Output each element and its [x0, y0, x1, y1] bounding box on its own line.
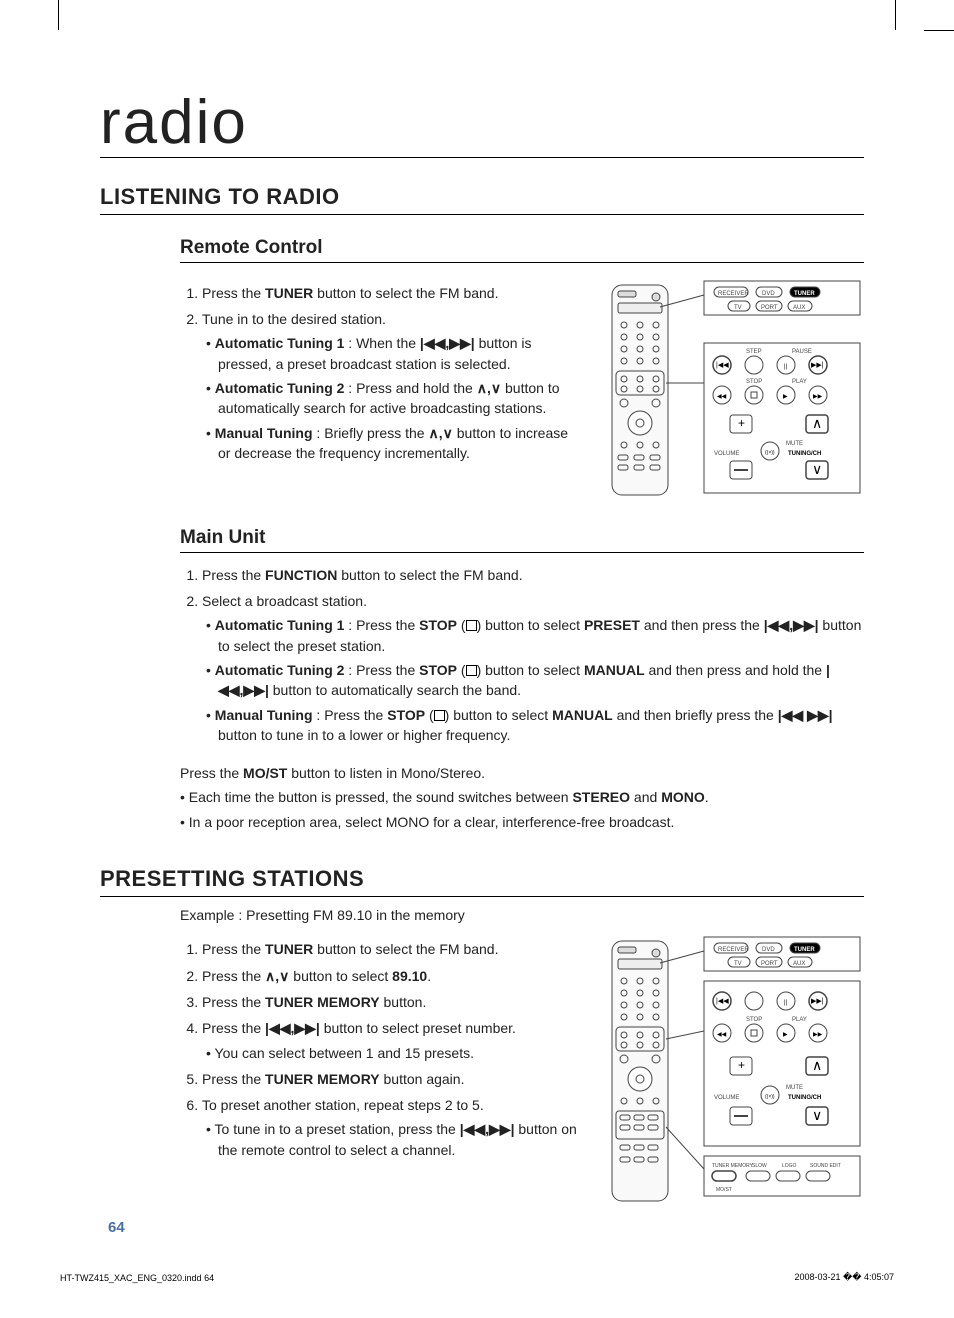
svg-text:VOLUME: VOLUME	[714, 451, 739, 457]
svg-text:MUTE: MUTE	[786, 441, 803, 447]
footer-timestamp: 2008-03-21 �� 4:05:07	[794, 1272, 894, 1283]
preset-step-4-sub: You can select between 1 and 15 presets.	[218, 1043, 584, 1063]
preset-step-1: Press the TUNER button to select the FM …	[202, 939, 584, 959]
svg-text:+: +	[738, 1058, 745, 1072]
heading-main-unit: Main Unit	[180, 527, 864, 553]
skip-icon: |◀◀,▶▶|	[420, 335, 475, 351]
footer-file: HT-TWZ415_XAC_ENG_0320.indd 64	[60, 1273, 214, 1283]
svg-text:RECEIVER: RECEIVER	[718, 947, 749, 953]
svg-text:MUTE: MUTE	[786, 1085, 803, 1091]
preset-example: Example : Presetting FM 89.10 in the mem…	[180, 905, 864, 925]
remote-step-2: Tune in to the desired station. Automati…	[202, 309, 584, 463]
svg-text:SOUND EDIT: SOUND EDIT	[810, 1163, 841, 1169]
skip-icon: |◀◀,▶▶|	[764, 617, 819, 633]
preset-step-6-sub: To tune in to a preset station, press th…	[218, 1119, 584, 1160]
svg-text:PORT: PORT	[761, 305, 778, 311]
svg-text:STOP: STOP	[746, 1017, 762, 1023]
svg-text:∧: ∧	[812, 415, 822, 431]
remote-auto1: Automatic Tuning 1 : When the |◀◀,▶▶| bu…	[218, 333, 584, 374]
page-title-decorative: radio	[100, 95, 864, 153]
main-auto2: Automatic Tuning 2 : Press the STOP () b…	[218, 660, 864, 701]
svg-text:TUNER: TUNER	[794, 291, 815, 297]
svg-text:TUNER MEMORY: TUNER MEMORY	[712, 1163, 754, 1169]
svg-text:▶: ▶	[783, 394, 788, 400]
preset-step-3: Press the TUNER MEMORY button.	[202, 992, 584, 1012]
preset-step-4: Press the |◀◀,▶▶| button to select prese…	[202, 1018, 584, 1063]
svg-text:TUNER: TUNER	[794, 947, 815, 953]
svg-text:STOP: STOP	[746, 379, 762, 385]
mono-bullet-1: Each time the button is pressed, the sou…	[192, 787, 864, 807]
svg-text:▶▶|: ▶▶|	[811, 998, 824, 1005]
svg-text:TUNING/CH: TUNING/CH	[788, 451, 821, 457]
main-auto1: Automatic Tuning 1 : Press the STOP () b…	[218, 615, 864, 656]
svg-text:PAUSE: PAUSE	[792, 349, 812, 355]
svg-text:AUX: AUX	[793, 961, 805, 967]
svg-text:TUNING/CH: TUNING/CH	[788, 1095, 821, 1101]
preset-step-2: Press the ∧,∨ button to select 89.10.	[202, 966, 584, 986]
heading-listening: LISTENING TO RADIO	[100, 184, 864, 215]
stop-icon	[466, 620, 477, 631]
mono-bullet-2: In a poor reception area, select MONO fo…	[192, 812, 864, 832]
chevron-up-down-icon: ∧,∨	[265, 968, 289, 984]
svg-text:MO/ST: MO/ST	[716, 1187, 732, 1193]
preset-step-6: To preset another station, repeat steps …	[202, 1095, 584, 1160]
svg-text:TV: TV	[734, 961, 742, 967]
svg-text:PORT: PORT	[761, 961, 778, 967]
svg-text:+: +	[738, 416, 745, 430]
svg-text:STEP: STEP	[746, 349, 762, 355]
svg-text:▶: ▶	[783, 1032, 788, 1038]
svg-text:DVD: DVD	[762, 947, 775, 953]
remote-diagram-bottom: RECEIVER DVD TUNER TV PORT AUX |◀◀ || ▶▶…	[604, 931, 864, 1211]
svg-text:DVD: DVD	[762, 291, 775, 297]
stop-icon	[466, 665, 477, 676]
heading-presetting: PRESETTING STATIONS	[100, 866, 864, 897]
svg-text:((×)): ((×))	[765, 450, 775, 456]
heading-remote-control: Remote Control	[180, 237, 864, 263]
svg-text:▶▶: ▶▶	[813, 394, 823, 400]
svg-text:AUX: AUX	[793, 305, 805, 311]
svg-text:◀◀: ◀◀	[717, 394, 727, 400]
remote-step-1: Press the TUNER button to select the FM …	[202, 283, 584, 303]
svg-text:|◀◀: |◀◀	[716, 998, 729, 1005]
svg-text:|◀◀: |◀◀	[716, 362, 729, 369]
main-step-2: Select a broadcast station. Automatic Tu…	[202, 591, 864, 745]
stop-icon	[434, 710, 445, 721]
svg-text:((×)): ((×))	[765, 1094, 775, 1100]
svg-text:∨: ∨	[812, 461, 822, 477]
svg-text:◀◀: ◀◀	[717, 1032, 727, 1038]
skip-icon: |◀◀ ▶▶|	[778, 707, 833, 723]
svg-text:▶▶: ▶▶	[813, 1032, 823, 1038]
svg-text:PLAY: PLAY	[792, 1017, 807, 1023]
main-manual: Manual Tuning : Press the STOP () button…	[218, 705, 864, 746]
svg-text:LOGO: LOGO	[782, 1163, 797, 1169]
chevron-up-down-icon: ∧,∨	[428, 425, 452, 441]
svg-text:PLAY: PLAY	[792, 379, 807, 385]
mono-line: Press the MO/ST button to listen in Mono…	[180, 763, 864, 783]
svg-text:TV: TV	[734, 305, 742, 311]
skip-icon: |◀◀,▶▶|	[265, 1020, 320, 1036]
svg-text:SLOW: SLOW	[752, 1163, 767, 1169]
svg-text:||: ||	[784, 364, 788, 370]
remote-auto2: Automatic Tuning 2 : Press and hold the …	[218, 378, 584, 419]
remote-diagram-top: RECEIVER DVD TUNER TV PORT AUX STEP PAUS…	[604, 275, 864, 505]
page-number: 64	[108, 1219, 125, 1236]
remote-manual: Manual Tuning : Briefly press the ∧,∨ bu…	[218, 423, 584, 464]
svg-text:▶▶|: ▶▶|	[811, 362, 824, 369]
svg-text:∨: ∨	[812, 1107, 822, 1123]
svg-text:∧: ∧	[812, 1057, 822, 1073]
preset-step-5: Press the TUNER MEMORY button again.	[202, 1069, 584, 1089]
chevron-up-down-icon: ∧,∨	[477, 380, 501, 396]
svg-text:||: ||	[784, 1000, 788, 1006]
svg-text:RECEIVER: RECEIVER	[718, 291, 749, 297]
svg-text:VOLUME: VOLUME	[714, 1095, 739, 1101]
main-step-1: Press the FUNCTION button to select the …	[202, 565, 864, 585]
skip-icon: |◀◀,▶▶|	[460, 1121, 515, 1137]
